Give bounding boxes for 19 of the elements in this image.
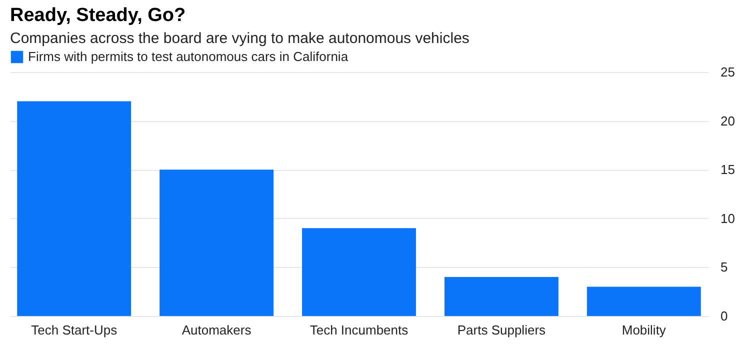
- bar: [586, 286, 701, 316]
- x-tick-label: Automakers: [182, 322, 252, 338]
- y-tick-label: 25: [720, 64, 735, 80]
- y-tick-label: 15: [720, 162, 735, 178]
- x-tick-label: Tech Start-Ups: [31, 322, 118, 338]
- bar: [160, 170, 274, 316]
- y-tick-label: 20: [720, 113, 735, 128]
- chart-title: Ready, Steady, Go?: [10, 5, 186, 26]
- bar: [17, 101, 132, 316]
- y-tick-label: 10: [720, 210, 735, 226]
- chart-subtitle: Companies across the board are vying to make autonomous vehicles: [10, 30, 470, 47]
- y-tick-label: 0: [720, 308, 728, 324]
- x-tick-label: Parts Suppliers: [457, 322, 546, 338]
- bar: [302, 228, 416, 316]
- x-tick-label: Mobility: [622, 322, 666, 338]
- x-tick-label: Tech Incumbents: [310, 322, 409, 338]
- y-tick-label: 5: [720, 260, 728, 275]
- legend-label: Firms with permits to test autonomous cars in California: [28, 49, 349, 64]
- bar: [444, 276, 558, 316]
